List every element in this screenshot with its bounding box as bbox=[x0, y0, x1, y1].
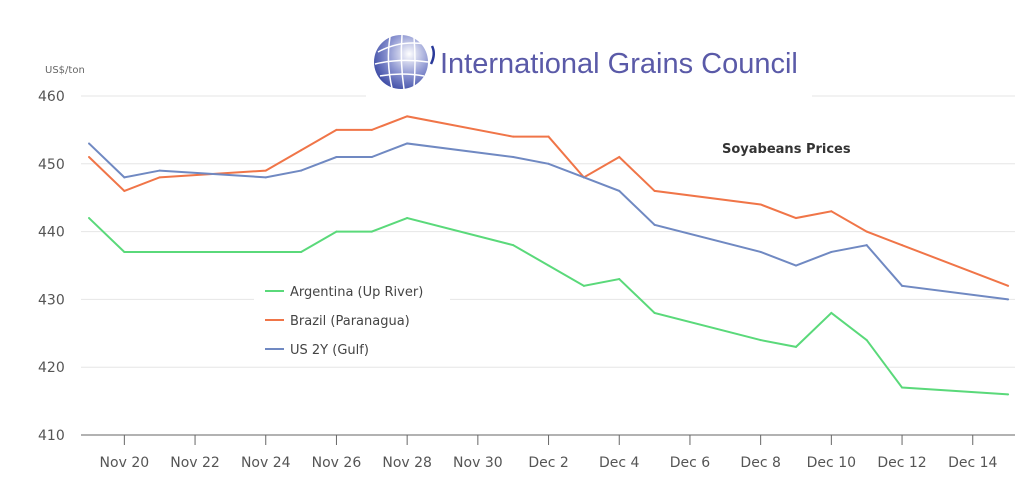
data-point bbox=[1007, 298, 1010, 301]
legend: Argentina (Up River) Brazil (Paranagua) US… bbox=[254, 278, 450, 362]
legend-label: Brazil (Paranagua) bbox=[290, 314, 410, 329]
data-point bbox=[582, 284, 585, 287]
y-tick-label: 410 bbox=[38, 428, 65, 444]
data-point bbox=[901, 284, 904, 287]
legend-label: Argentina (Up River) bbox=[290, 285, 423, 300]
x-tick-label: Dec 14 bbox=[948, 455, 997, 471]
series-lines bbox=[88, 115, 1010, 396]
data-point bbox=[795, 264, 797, 267]
data-point bbox=[618, 278, 621, 281]
x-tick-label: Dec 8 bbox=[740, 455, 780, 471]
data-point bbox=[406, 142, 409, 145]
x-tick-label: Dec 10 bbox=[807, 455, 856, 471]
x-tick-label: Nov 30 bbox=[453, 455, 503, 471]
legend-label: US 2Y (Gulf) bbox=[290, 343, 369, 358]
data-point bbox=[88, 142, 90, 145]
data-point bbox=[795, 345, 797, 348]
data-point bbox=[653, 189, 656, 192]
y-tick-label: 430 bbox=[38, 292, 65, 308]
y-axis-label: US$/ton bbox=[45, 65, 85, 76]
data-point bbox=[901, 386, 904, 389]
data-point bbox=[123, 189, 126, 192]
data-point bbox=[406, 115, 409, 118]
data-point bbox=[1007, 393, 1010, 396]
data-point bbox=[512, 156, 515, 159]
x-tick-label: Nov 22 bbox=[170, 455, 220, 471]
data-point bbox=[370, 230, 373, 233]
data-point bbox=[653, 223, 656, 226]
data-point bbox=[865, 244, 868, 247]
data-point bbox=[830, 250, 833, 253]
data-point bbox=[370, 156, 373, 159]
data-point bbox=[759, 203, 762, 206]
data-point bbox=[547, 264, 550, 267]
data-point bbox=[759, 339, 762, 342]
data-point bbox=[123, 176, 126, 179]
data-point bbox=[88, 217, 90, 220]
data-point bbox=[158, 176, 161, 179]
data-point bbox=[547, 162, 550, 165]
data-point bbox=[406, 217, 409, 220]
data-point bbox=[865, 230, 868, 233]
x-tick-label: Nov 26 bbox=[312, 455, 362, 471]
chart-title: Soyabeans Prices bbox=[722, 142, 851, 157]
logo-backdrop bbox=[366, 28, 812, 100]
x-tick-label: Nov 20 bbox=[100, 455, 150, 471]
data-point bbox=[795, 217, 797, 220]
series-line-2 bbox=[88, 142, 1009, 301]
data-point bbox=[123, 250, 126, 253]
data-point bbox=[300, 169, 303, 172]
data-point bbox=[547, 135, 550, 138]
data-point bbox=[1007, 284, 1010, 287]
data-point bbox=[300, 149, 303, 152]
series-line-1 bbox=[88, 115, 1009, 287]
data-point bbox=[759, 250, 762, 253]
x-tick-label: Dec 12 bbox=[877, 455, 926, 471]
data-point bbox=[370, 128, 373, 131]
data-point bbox=[865, 339, 868, 342]
y-tick-label: 460 bbox=[38, 89, 65, 105]
y-tick-label: 450 bbox=[38, 157, 65, 173]
x-tick-label: Dec 6 bbox=[670, 455, 711, 471]
data-point bbox=[618, 156, 621, 159]
data-point bbox=[582, 176, 585, 179]
y-tick-label: 420 bbox=[38, 360, 65, 376]
data-point bbox=[88, 156, 90, 159]
data-point bbox=[512, 244, 515, 247]
data-point bbox=[335, 156, 338, 159]
data-point bbox=[264, 250, 267, 253]
data-point bbox=[901, 244, 904, 247]
data-point bbox=[618, 189, 621, 192]
data-point bbox=[335, 128, 338, 131]
x-tick-label: Dec 2 bbox=[528, 455, 568, 471]
data-point bbox=[264, 169, 267, 172]
data-point bbox=[158, 169, 161, 172]
data-point bbox=[830, 311, 833, 314]
x-tick-label: Nov 24 bbox=[241, 455, 291, 471]
y-tick-label: 440 bbox=[38, 225, 65, 241]
data-point bbox=[158, 250, 161, 253]
data-point bbox=[653, 311, 656, 314]
x-tick-label: Dec 4 bbox=[599, 455, 640, 471]
x-tick-label: Nov 28 bbox=[382, 455, 432, 471]
data-point bbox=[335, 230, 338, 233]
series-line-0 bbox=[88, 216, 1009, 396]
logo-text: International Grains Council bbox=[440, 48, 798, 80]
data-point bbox=[512, 135, 515, 138]
data-point bbox=[300, 250, 303, 253]
data-point bbox=[830, 210, 833, 213]
axes: 410 420 430 440 450 460 Nov 20 Nov 22 Nov 24 Nov … bbox=[38, 89, 1015, 471]
igc-globe-logo-icon bbox=[374, 34, 435, 90]
data-point bbox=[264, 176, 267, 179]
